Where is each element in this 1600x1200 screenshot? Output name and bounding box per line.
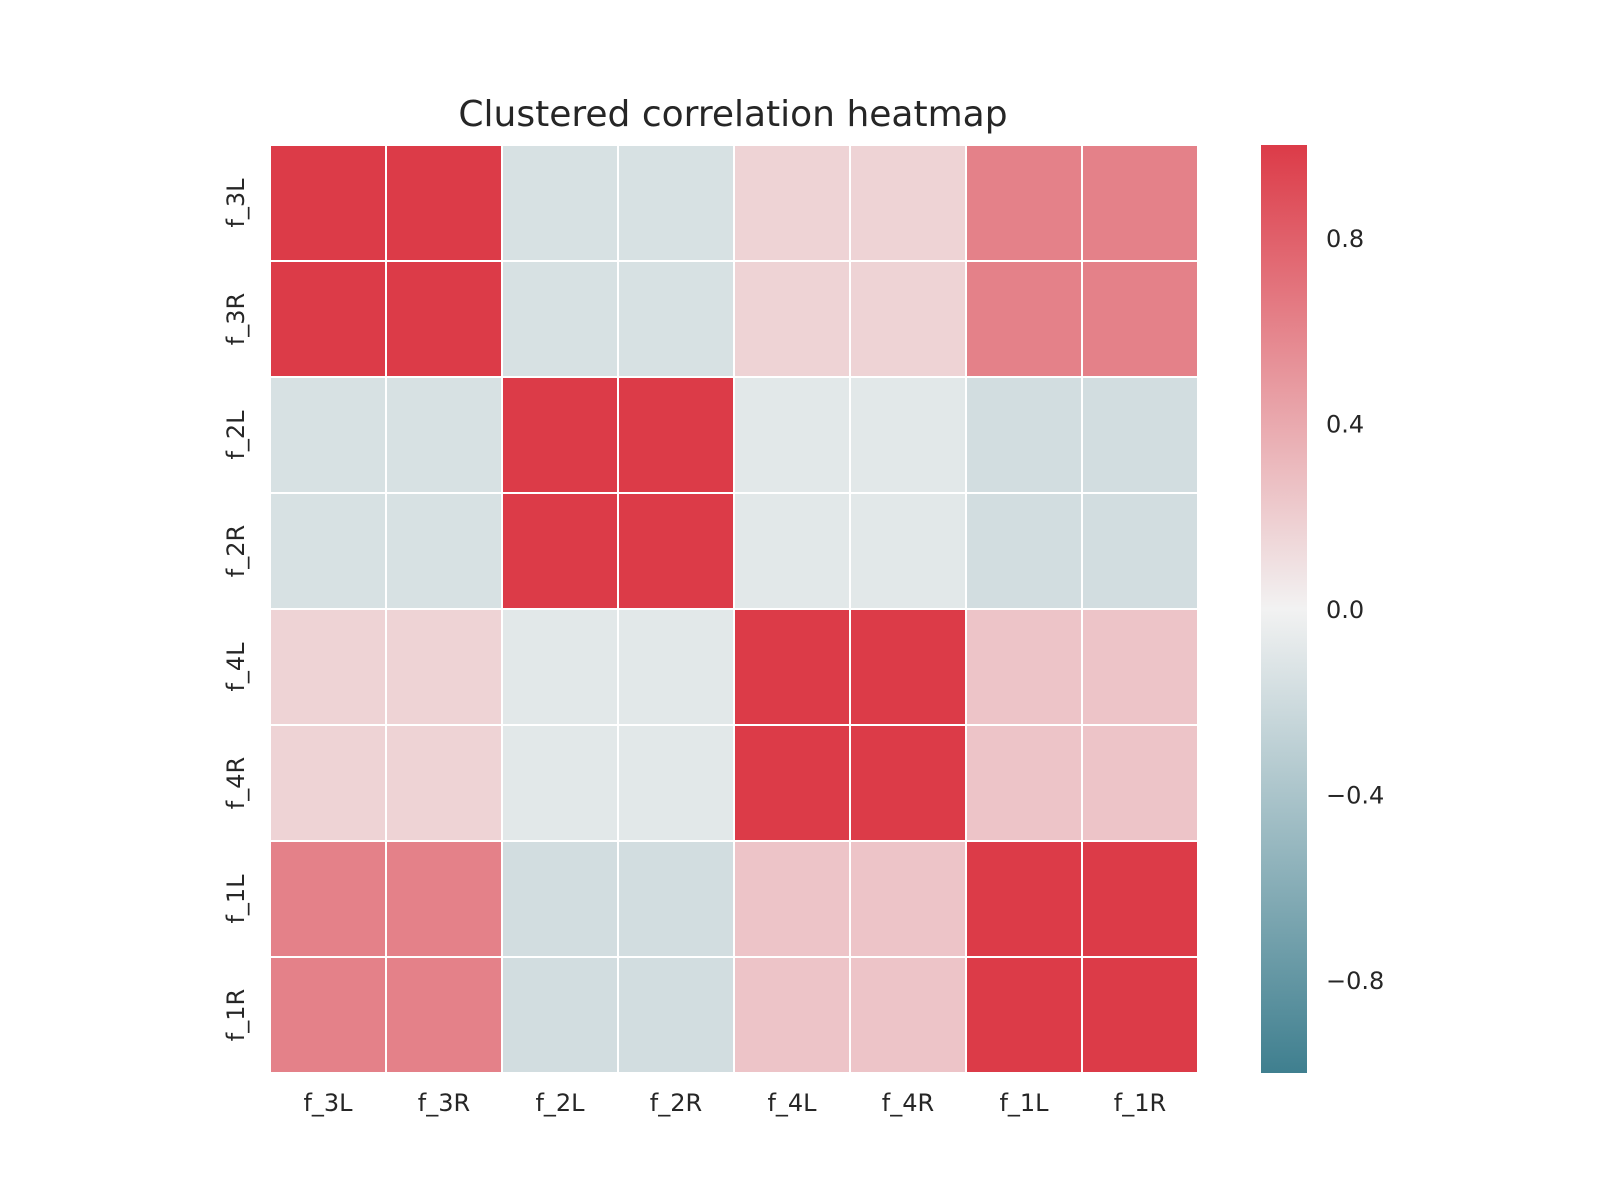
row-label: f_1R [222, 989, 250, 1041]
heatmap-cell-f_1R-f_3L [269, 956, 387, 1074]
heatmap-cell-f_4R-f_3R [385, 724, 503, 842]
heatmap-cell-f_2L-f_1R [1081, 376, 1199, 494]
column-label: f_3L [303, 1089, 353, 1117]
column-label: f_1R [1114, 1089, 1166, 1117]
heatmap-cell-f_2R-f_1R [1081, 492, 1199, 610]
chart-title: Clustered correlation heatmap [458, 94, 1007, 135]
heatmap-cell-f_4R-f_3L [269, 724, 387, 842]
heatmap-cell-f_4L-f_2R [617, 608, 735, 726]
heatmap-cell-f_1L-f_3R [385, 840, 503, 958]
heatmap-cell-f_3R-f_2R [617, 260, 735, 378]
heatmap-cell-f_4L-f_3R [385, 608, 503, 726]
heatmap-cell-f_2L-f_2R [617, 376, 735, 494]
column-label: f_4L [767, 1089, 817, 1117]
heatmap-cell-f_4L-f_4R [849, 608, 967, 726]
heatmap-cell-f_1L-f_3L [269, 840, 387, 958]
heatmap-cell-f_3L-f_1L [965, 144, 1083, 262]
heatmap-cell-f_2R-f_4R [849, 492, 967, 610]
heatmap-cell-f_4L-f_1R [1081, 608, 1199, 726]
column-labels: f_3L f_3R f_2L f_2R f_4L f_4R f_1L f_1R [303, 1089, 1166, 1117]
colorbar-tick-label: 0.0 [1326, 596, 1364, 624]
heatmap-cell-f_2R-f_4L [733, 492, 851, 610]
heatmap-cell-f_4L-f_2L [501, 608, 619, 726]
column-label: f_3R [418, 1089, 470, 1117]
heatmap-cell-f_1L-f_2L [501, 840, 619, 958]
heatmap-cell-f_2L-f_4R [849, 376, 967, 494]
heatmap-cell-f_1R-f_4L [733, 956, 851, 1074]
heatmap-cell-f_3L-f_2L [501, 144, 619, 262]
column-label: f_2L [535, 1089, 585, 1117]
colorbar-tick-label: −0.4 [1326, 782, 1384, 810]
heatmap-cell-f_4R-f_1R [1081, 724, 1199, 842]
heatmap-cell-f_3L-f_3R [385, 144, 503, 262]
heatmap-cell-f_1R-f_3R [385, 956, 503, 1074]
heatmap-cell-f_1L-f_4L [733, 840, 851, 958]
row-label: f_3R [222, 293, 250, 345]
heatmap-cell-f_3R-f_1R [1081, 260, 1199, 378]
colorbar-ticks: 0.8 0.4 0.0 −0.4 −0.8 [1326, 225, 1384, 995]
heatmap-cell-f_4R-f_4L [733, 724, 851, 842]
heatmap-cell-f_3R-f_3L [269, 260, 387, 378]
colorbar-tick-label: −0.8 [1326, 967, 1384, 995]
heatmap-cell-f_3R-f_4L [733, 260, 851, 378]
heatmap-cell-f_2L-f_3R [385, 376, 503, 494]
heatmap-cell-f_4L-f_1L [965, 608, 1083, 726]
heatmap-cell-f_4R-f_1L [965, 724, 1083, 842]
row-label: f_1L [222, 874, 250, 924]
heatmap-cell-f_4R-f_4R [849, 724, 967, 842]
heatmap-cell-f_3L-f_1R [1081, 144, 1199, 262]
heatmap-cell-f_2R-f_2L [501, 492, 619, 610]
heatmap-cell-f_4L-f_3L [269, 608, 387, 726]
row-label: f_2R [222, 525, 250, 577]
heatmap-cell-f_1R-f_2R [617, 956, 735, 1074]
heatmap-cell-f_2R-f_1L [965, 492, 1083, 610]
row-label: f_3L [222, 178, 250, 228]
heatmap-cell-f_3R-f_4R [849, 260, 967, 378]
heatmap-cell-f_3L-f_2R [617, 144, 735, 262]
row-label: f_2L [222, 410, 250, 460]
heatmap-cell-f_2R-f_3L [269, 492, 387, 610]
colorbar-tick-label: 0.8 [1326, 225, 1364, 253]
colorbar-tick-label: 0.4 [1326, 410, 1364, 438]
heatmap-cell-f_4R-f_2L [501, 724, 619, 842]
heatmap-cell-f_2R-f_3R [385, 492, 503, 610]
heatmap-cell-f_1L-f_1L [965, 840, 1083, 958]
column-label: f_1L [999, 1089, 1049, 1117]
heatmap-cell-f_2L-f_2L [501, 376, 619, 494]
row-label: f_4L [222, 642, 250, 692]
heatmap-cell-f_2R-f_2R [617, 492, 735, 610]
heatmap-cell-f_1R-f_1R [1081, 956, 1199, 1074]
column-label: f_4R [882, 1089, 934, 1117]
heatmap-cell-f_1R-f_1L [965, 956, 1083, 1074]
heatmap-cell-f_2L-f_1L [965, 376, 1083, 494]
heatmap-cell-f_1L-f_1R [1081, 840, 1199, 958]
heatmap-cell-f_4L-f_4L [733, 608, 851, 726]
row-labels: f_3L f_3R f_2L f_2R f_4L f_4R f_1L f_1R [222, 178, 250, 1041]
row-label: f_4R [222, 757, 250, 809]
heatmap-cell-f_2L-f_4L [733, 376, 851, 494]
heatmap-cell-f_1R-f_4R [849, 956, 967, 1074]
heatmap-cell-f_3L-f_3L [269, 144, 387, 262]
heatmap-cell-f_4R-f_2R [617, 724, 735, 842]
heatmap-cell-f_3L-f_4L [733, 144, 851, 262]
heatmap-cell-f_1L-f_4R [849, 840, 967, 958]
heatmap-cell-f_1L-f_2R [617, 840, 735, 958]
heatmap-cell-f_1R-f_2L [501, 956, 619, 1074]
heatmap-cell-f_3R-f_1L [965, 260, 1083, 378]
heatmap-cell-f_2L-f_3L [269, 376, 387, 494]
colorbar [1261, 145, 1307, 1073]
heatmap-cell-f_3L-f_4R [849, 144, 967, 262]
heatmap-cell-f_3R-f_2L [501, 260, 619, 378]
heatmap-cells [269, 144, 1199, 1074]
heatmap-cell-f_3R-f_3R [385, 260, 503, 378]
column-label: f_2R [650, 1089, 702, 1117]
